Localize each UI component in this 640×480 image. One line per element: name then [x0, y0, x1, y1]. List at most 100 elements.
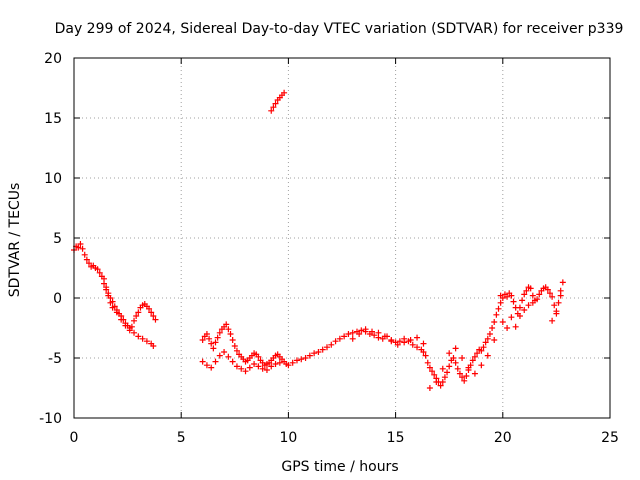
data-point [238, 365, 245, 372]
data-point [96, 269, 103, 276]
data-point [208, 364, 215, 371]
data-point [512, 323, 519, 330]
data-point [323, 344, 330, 351]
data-point [135, 309, 142, 316]
y-tick-label: -10 [39, 411, 62, 427]
data-point [122, 322, 129, 329]
data-point [478, 347, 485, 354]
x-tick-label: 20 [494, 430, 512, 446]
data-point [452, 359, 459, 366]
data-point [94, 266, 101, 273]
data-point [534, 296, 541, 303]
data-point [557, 292, 564, 299]
data-point [459, 355, 466, 361]
data-point [465, 364, 472, 371]
grid-layer [74, 58, 610, 418]
data-point [118, 316, 125, 323]
data-point [349, 335, 356, 342]
x-tick-label: 25 [601, 430, 619, 446]
data-point [401, 339, 408, 346]
data-point [268, 107, 275, 114]
data-point [508, 292, 515, 299]
data-point [450, 355, 457, 361]
data-point [143, 338, 150, 345]
data-point [208, 340, 215, 347]
data-point [75, 244, 82, 251]
data-point [491, 319, 498, 325]
data-point [203, 331, 210, 337]
data-point [349, 329, 356, 336]
data-point [79, 245, 86, 252]
data-point [328, 341, 335, 348]
data-point [480, 344, 487, 351]
data-point [362, 326, 369, 333]
data-point [263, 367, 270, 373]
data-point [420, 340, 427, 347]
data-point [484, 352, 491, 359]
data-point [86, 260, 93, 267]
data-point [276, 359, 283, 366]
data-point [437, 382, 444, 389]
data-point [478, 362, 485, 369]
data-point [315, 349, 322, 355]
data-point [216, 352, 223, 359]
data-point [409, 341, 416, 348]
x-tick-label: 15 [387, 430, 405, 446]
data-point [504, 325, 511, 331]
data-point [452, 345, 459, 352]
data-point [549, 293, 556, 300]
data-point [109, 304, 116, 311]
data-point [523, 287, 530, 294]
data-point [463, 373, 470, 379]
data-point [225, 353, 232, 360]
data-point [259, 365, 266, 372]
data-point [150, 343, 157, 349]
ticks-layer: 0 5 10 15 20 25 -10 -5 0 5 10 15 20 [39, 51, 619, 446]
data-point [516, 313, 523, 319]
data-point [529, 292, 536, 299]
data-point [555, 299, 562, 306]
data-point [212, 358, 219, 365]
data-point [433, 379, 440, 385]
data-point [456, 370, 463, 377]
data-point [233, 347, 240, 354]
data-point [414, 334, 421, 341]
data-point [521, 291, 528, 298]
data-point [231, 343, 238, 349]
data-point [546, 290, 553, 297]
data-point [133, 313, 140, 319]
data-point [444, 369, 451, 376]
y-tick-label: 10 [44, 171, 62, 187]
x-axis-title: GPS time / hours [281, 459, 398, 475]
data-point [527, 285, 534, 292]
data-point [499, 295, 506, 301]
data-point [471, 370, 478, 377]
y-tick-label: -5 [48, 351, 62, 367]
data-point [270, 104, 277, 111]
data-point [407, 337, 414, 343]
data-point [469, 357, 476, 364]
data-point [454, 365, 461, 372]
data-point [489, 325, 496, 331]
data-point [107, 299, 114, 306]
data-point [356, 331, 363, 337]
data-point [272, 361, 279, 367]
data-point [210, 345, 217, 352]
data-point [536, 291, 543, 298]
x-tick-label: 10 [279, 430, 297, 446]
data-point [233, 363, 240, 370]
data-point [484, 335, 491, 342]
data-point [302, 355, 309, 361]
data-point [396, 338, 403, 345]
data-point [491, 337, 498, 343]
data-point [150, 313, 157, 319]
data-point [225, 326, 232, 333]
data-point [549, 317, 556, 324]
data-point [424, 359, 431, 366]
data-point [246, 364, 253, 371]
data-point [126, 327, 133, 334]
data-point [251, 361, 258, 367]
data-point [332, 338, 339, 345]
data-point [131, 317, 138, 324]
